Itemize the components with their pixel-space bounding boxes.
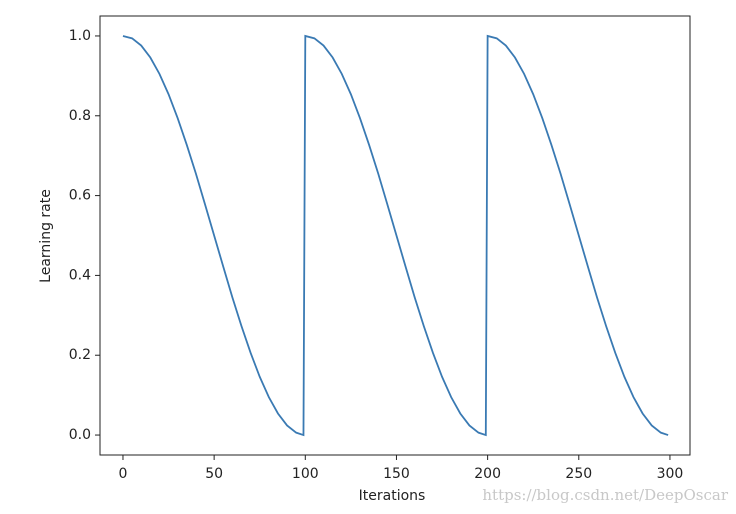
y-tick-label: 0.8 [69,108,91,124]
plot-frame [99,15,691,456]
x-tick-label: 100 [292,466,319,482]
x-tick-label: 150 [383,466,410,482]
watermark: https://blog.csdn.net/DeepOscar [482,486,728,504]
y-axis-label: Learning rate [38,189,54,283]
x-tick-label: 0 [119,466,128,482]
y-tick-label: 0.4 [69,267,91,283]
y-tick-label: 1.0 [69,28,91,44]
x-tick-label: 250 [565,466,592,482]
x-tick-label: 300 [657,466,684,482]
line [122,34,669,437]
y-tick-label: 0.6 [69,188,91,204]
y-tick-label: 0.0 [69,427,91,443]
x-axis-label: Iterations [359,488,426,504]
x-tick-label: 50 [205,466,223,482]
y-tick-label: 0.2 [69,347,91,363]
x-tick-label: 200 [474,466,501,482]
